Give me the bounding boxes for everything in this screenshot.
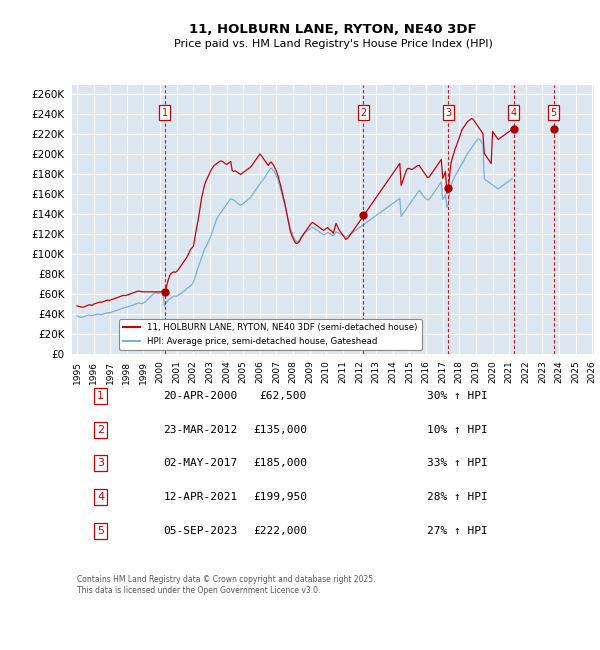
Text: 12-APR-2021: 12-APR-2021 bbox=[163, 492, 238, 502]
Text: £62,500: £62,500 bbox=[260, 391, 307, 401]
Text: £222,000: £222,000 bbox=[253, 526, 307, 536]
Text: 11, HOLBURN LANE, RYTON, NE40 3DF: 11, HOLBURN LANE, RYTON, NE40 3DF bbox=[189, 23, 477, 36]
Text: £135,000: £135,000 bbox=[253, 424, 307, 435]
Text: 28% ↑ HPI: 28% ↑ HPI bbox=[427, 492, 488, 502]
Text: 3: 3 bbox=[445, 108, 451, 118]
Text: 5: 5 bbox=[550, 108, 557, 118]
Text: 20-APR-2000: 20-APR-2000 bbox=[163, 391, 238, 401]
Text: 05-SEP-2023: 05-SEP-2023 bbox=[163, 526, 238, 536]
Text: 30% ↑ HPI: 30% ↑ HPI bbox=[427, 391, 488, 401]
Text: 10% ↑ HPI: 10% ↑ HPI bbox=[427, 424, 488, 435]
Text: 02-MAY-2017: 02-MAY-2017 bbox=[163, 458, 238, 469]
Text: Contains HM Land Registry data © Crown copyright and database right 2025.
This d: Contains HM Land Registry data © Crown c… bbox=[77, 575, 376, 595]
Text: 23-MAR-2012: 23-MAR-2012 bbox=[163, 424, 238, 435]
Legend: 11, HOLBURN LANE, RYTON, NE40 3DF (semi-detached house), HPI: Average price, sem: 11, HOLBURN LANE, RYTON, NE40 3DF (semi-… bbox=[119, 319, 422, 350]
Text: 2: 2 bbox=[97, 424, 104, 435]
Text: 4: 4 bbox=[511, 108, 517, 118]
Text: 2: 2 bbox=[360, 108, 367, 118]
Text: £185,000: £185,000 bbox=[253, 458, 307, 469]
Text: 4: 4 bbox=[97, 492, 104, 502]
Text: 27% ↑ HPI: 27% ↑ HPI bbox=[427, 526, 488, 536]
Text: 5: 5 bbox=[97, 526, 104, 536]
Text: 1: 1 bbox=[97, 391, 104, 401]
Text: Price paid vs. HM Land Registry's House Price Index (HPI): Price paid vs. HM Land Registry's House … bbox=[173, 39, 493, 49]
Text: 3: 3 bbox=[97, 458, 104, 469]
Text: £199,950: £199,950 bbox=[253, 492, 307, 502]
Text: 33% ↑ HPI: 33% ↑ HPI bbox=[427, 458, 488, 469]
Text: 1: 1 bbox=[162, 108, 168, 118]
